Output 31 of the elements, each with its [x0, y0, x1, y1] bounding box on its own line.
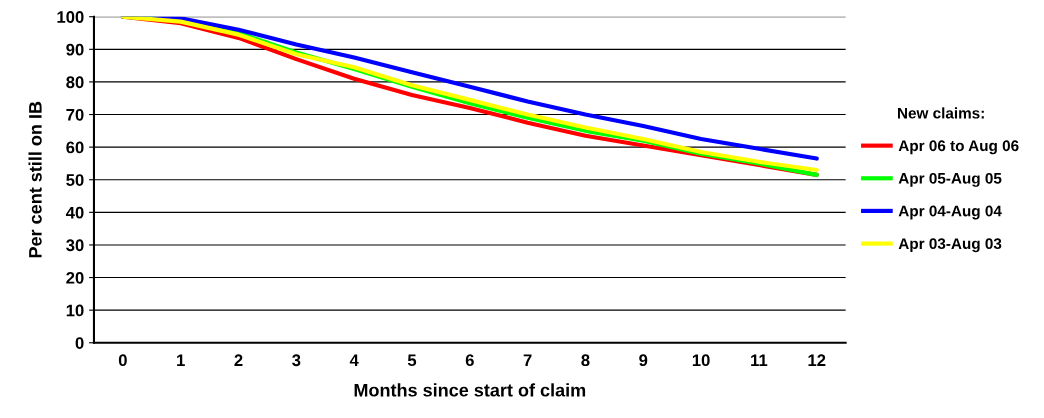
x-tick-label: 3: [292, 354, 301, 367]
y-tick-label: 50: [66, 174, 84, 186]
y-tick-label: 60: [66, 141, 84, 154]
y-tick-label: 30: [66, 239, 84, 252]
x-tick-label: 8: [581, 354, 590, 367]
y-tick-label: 100: [57, 11, 84, 23]
x-tick-label: 7: [523, 354, 532, 366]
y-tick-label: 0: [75, 337, 84, 349]
x-tick-label: 1: [177, 354, 185, 366]
y-axis-title: Per cent still on IB: [28, 101, 42, 258]
x-tick-label: 9: [639, 354, 648, 367]
y-tick-label: 70: [66, 108, 84, 121]
legend-title: New claims:: [897, 107, 984, 119]
x-tick-label: 12: [808, 354, 826, 366]
y-tick-label: 40: [65, 206, 84, 219]
x-tick-label: 11: [751, 354, 768, 366]
x-tick-label: 10: [692, 354, 710, 367]
y-tick-label: 20: [66, 271, 84, 284]
y-tick-label: 90: [66, 43, 84, 56]
legend-label: Apr 05-Aug 05: [898, 172, 1002, 187]
x-tick-label: 5: [407, 354, 417, 367]
legend-label: Apr 04-Aug 04: [898, 205, 1002, 220]
y-tick-label: 80: [66, 76, 84, 89]
x-tick-label: 4: [349, 354, 359, 366]
legend-label: Apr 06 to Aug 06: [898, 140, 1019, 155]
x-tick-label: 0: [118, 354, 127, 367]
legend-label: Apr 03-Aug 03: [898, 238, 1002, 253]
x-tick-label: 2: [234, 354, 243, 366]
y-tick-label: 10: [66, 304, 84, 317]
x-axis-title: Months since start of claim: [354, 383, 586, 397]
x-tick-label: 6: [465, 354, 474, 367]
